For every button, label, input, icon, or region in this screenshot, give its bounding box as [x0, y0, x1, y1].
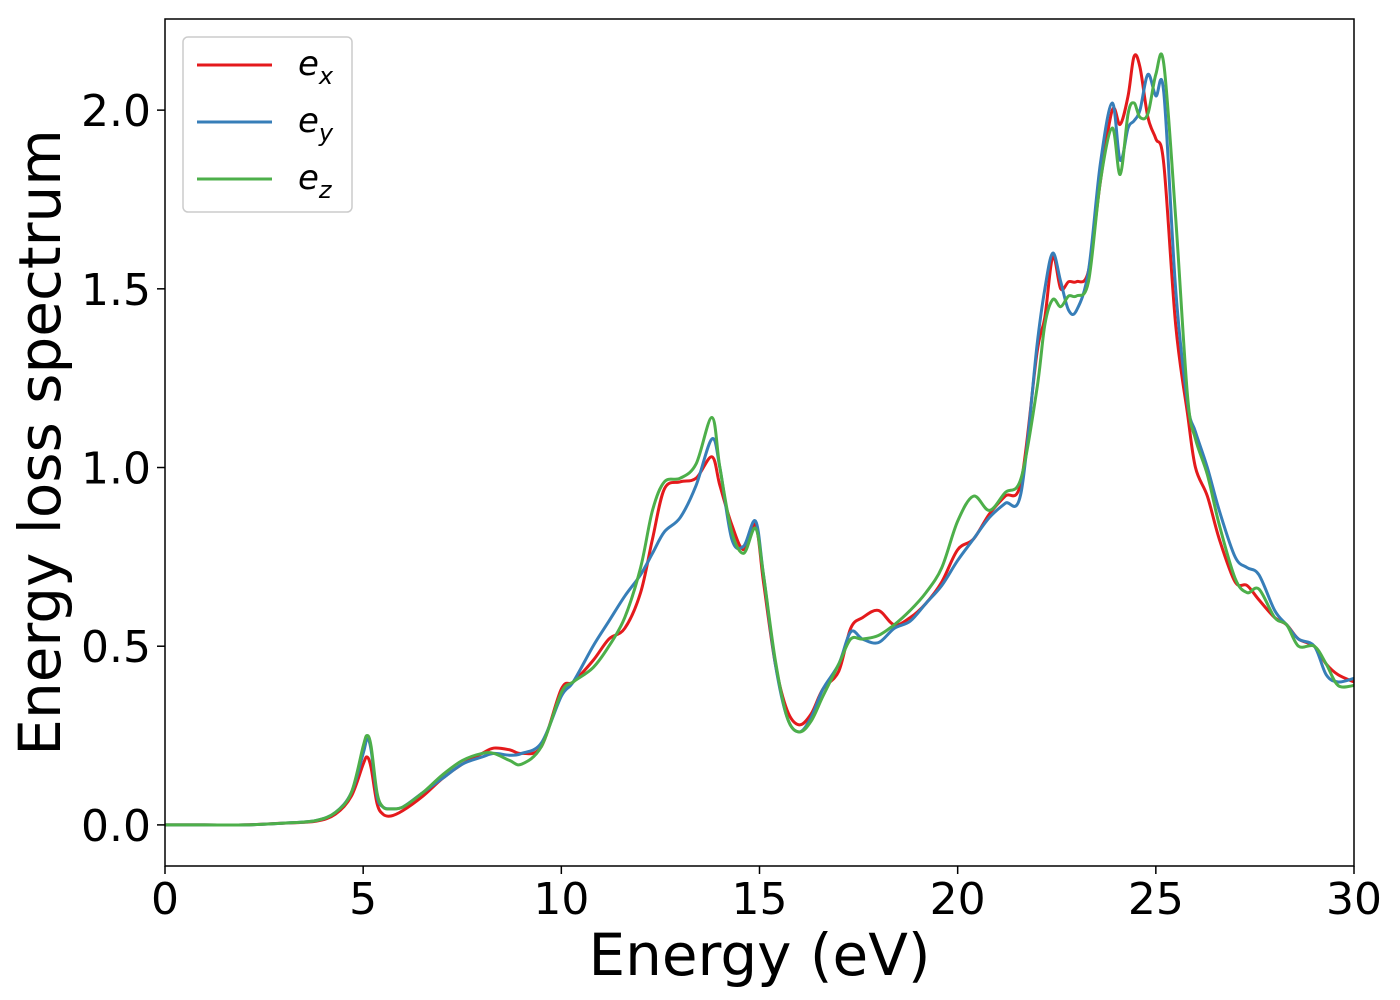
- series-line-y: [165, 72, 1354, 827]
- x-tick-label: 10: [533, 874, 589, 925]
- plot-lines: [165, 52, 1354, 827]
- y-tick-label: 2.0: [81, 86, 151, 137]
- legend-box: [182, 36, 353, 213]
- legend: ex ey ez: [182, 36, 353, 213]
- y-axis-label: Energy loss spectrum: [6, 129, 74, 755]
- y-axis-ticks: 0.0 0.5 1.0 1.5 2.0: [81, 86, 165, 852]
- legend-label: ez: [298, 158, 333, 204]
- x-tick-label: 5: [349, 874, 377, 925]
- legend-label: ey: [298, 101, 334, 147]
- x-tick-label: 0: [151, 874, 179, 925]
- x-tick-label: 25: [1128, 874, 1184, 925]
- series-line-z: [165, 52, 1354, 827]
- legend-label: ex: [298, 44, 334, 90]
- y-tick-label: 0.0: [81, 801, 151, 852]
- x-tick-label: 15: [732, 874, 788, 925]
- x-axis-label: Energy (eV): [588, 921, 930, 989]
- x-axis-ticks: 0 5 10 15 20 25 30: [151, 866, 1382, 925]
- x-tick-label: 30: [1326, 874, 1382, 925]
- y-tick-label: 1.5: [81, 265, 151, 316]
- x-tick-label: 20: [930, 874, 986, 925]
- y-tick-label: 1.0: [81, 444, 151, 495]
- y-tick-label: 0.5: [81, 622, 151, 673]
